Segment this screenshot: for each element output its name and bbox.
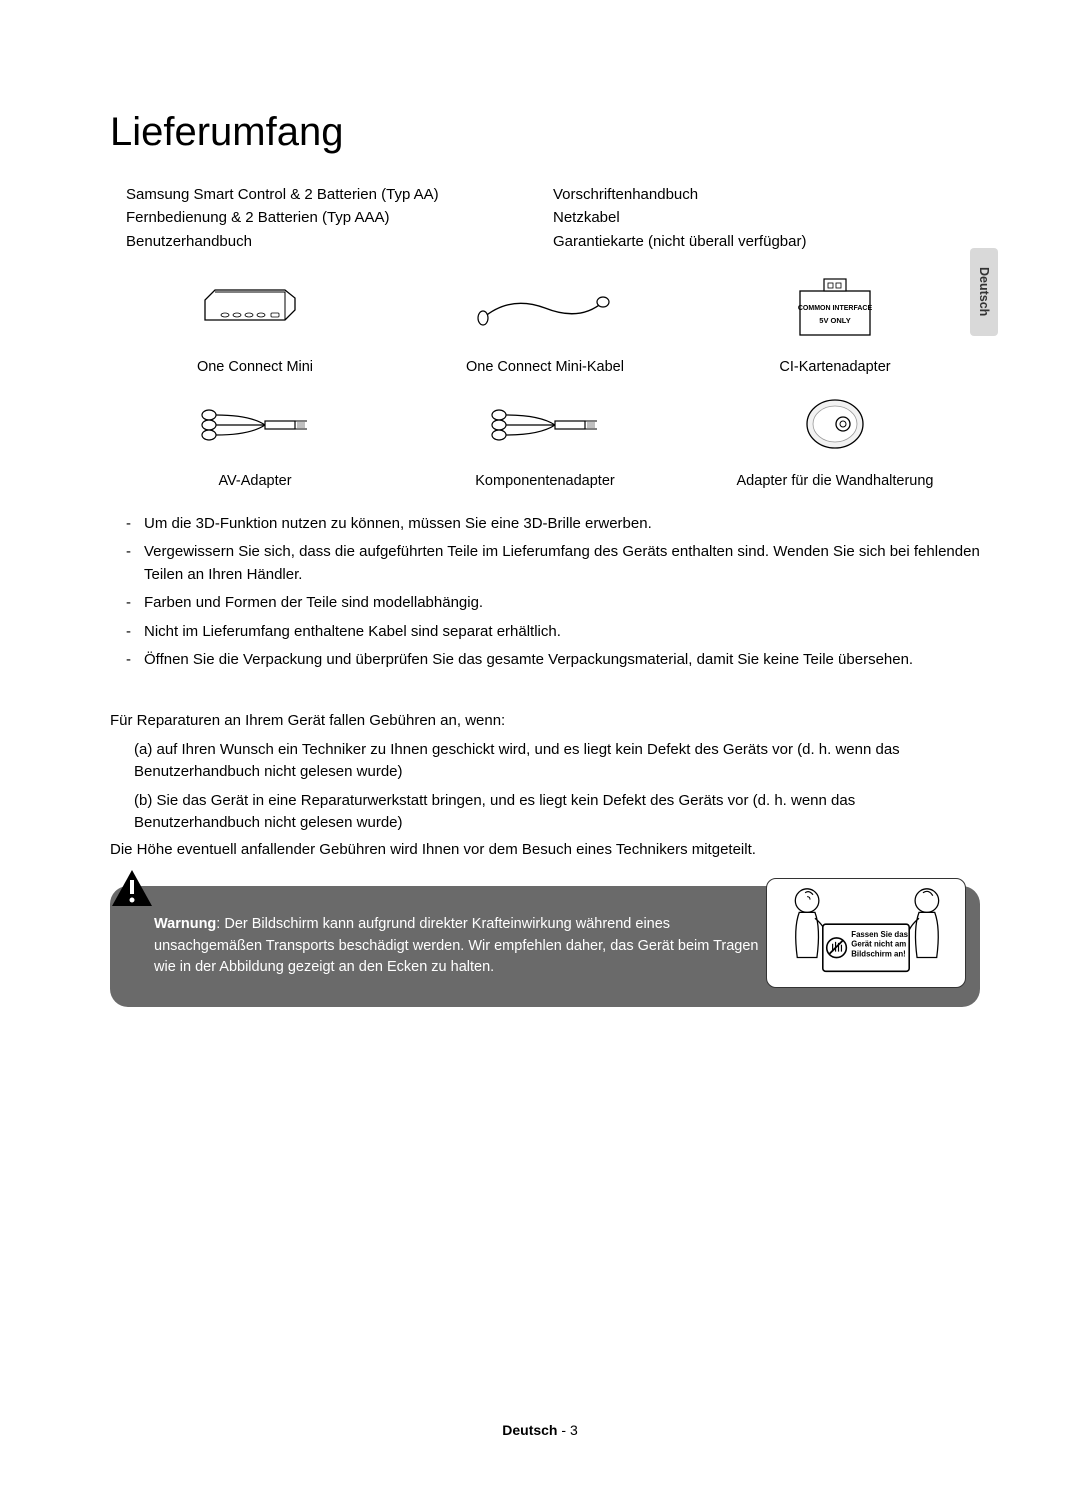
svg-text:Bildschirm an!: Bildschirm an! [851, 949, 905, 958]
language-tab: Deutsch [970, 248, 998, 336]
repair-footer: Die Höhe eventuell anfallender Gebühren … [110, 841, 980, 858]
warning-label: Warnung [154, 916, 216, 932]
accessory-caption: AV-Adapter [110, 473, 400, 489]
ci-adapter-icon: COMMON INTERFACE 5V ONLY [690, 271, 980, 349]
list-item: Garantiekarte (nicht überall verfügbar) [553, 230, 980, 253]
list-item: Samsung Smart Control & 2 Batterien (Typ… [126, 183, 553, 206]
carry-illustration: Fassen Sie das Gerät nicht am Bildschirm… [766, 878, 966, 988]
component-adapter-icon [400, 385, 690, 463]
wall-mount-adapter-icon [690, 385, 980, 463]
accessories-row: One Connect Mini One Connect Mini-Kabel [110, 271, 980, 375]
accessory-caption: One Connect Mini [110, 359, 400, 375]
list-item: Öffnen Sie die Verpackung und überprüfen… [126, 649, 980, 672]
warning-text: Warnung: Der Bildschirm kann aufgrund di… [154, 914, 770, 979]
list-item: Nicht im Lieferumfang enthaltene Kabel s… [126, 621, 980, 644]
list-item: Um die 3D-Funktion nutzen zu können, müs… [126, 513, 980, 536]
footer-sep: - [557, 1422, 569, 1438]
svg-text:Fassen Sie das: Fassen Sie das [851, 930, 908, 939]
accessory-caption: CI-Kartenadapter [690, 359, 980, 375]
warning-body: : Der Bildschirm kann aufgrund direkter … [154, 916, 759, 976]
svg-text:COMMON INTERFACE: COMMON INTERFACE [798, 305, 873, 312]
footer-language: Deutsch [502, 1422, 557, 1438]
cable-icon [400, 271, 690, 349]
list-item: Netzkabel [553, 206, 980, 229]
repair-case-a: (a) auf Ihren Wunsch ein Techniker zu Ih… [134, 739, 980, 784]
warning-box: Warnung: Der Bildschirm kann aufgrund di… [110, 886, 980, 1007]
svg-text:Gerät nicht am: Gerät nicht am [851, 939, 906, 948]
list-item: Vergewissern Sie sich, dass die aufgefüh… [126, 541, 980, 586]
accessory-caption: Adapter für die Wandhalterung [690, 473, 980, 489]
repair-intro: Für Reparaturen an Ihrem Gerät fallen Ge… [110, 712, 980, 729]
accessory-cell: AV-Adapter [110, 385, 400, 489]
accessory-cell: Adapter für die Wandhalterung [690, 385, 980, 489]
list-item: Farben und Formen der Teile sind modella… [126, 592, 980, 615]
accessory-caption: One Connect Mini-Kabel [400, 359, 690, 375]
one-connect-mini-icon [110, 271, 400, 349]
accessory-cell: Komponentenadapter [400, 385, 690, 489]
page-footer: Deutsch - 3 [0, 1422, 1080, 1438]
list-item: Fernbedienung & 2 Batterien (Typ AAA) [126, 206, 553, 229]
repair-case-b: (b) Sie das Gerät in eine Reparaturwerks… [134, 790, 980, 835]
av-adapter-icon [110, 385, 400, 463]
accessory-caption: Komponentenadapter [400, 473, 690, 489]
notes-list: Um die 3D-Funktion nutzen zu können, müs… [126, 513, 980, 672]
page-title: Lieferumfang [110, 110, 980, 155]
footer-page-number: 3 [570, 1422, 578, 1438]
list-item: Benutzerhandbuch [126, 230, 553, 253]
language-tab-label: Deutsch [977, 267, 991, 316]
included-items-list: Samsung Smart Control & 2 Batterien (Typ… [126, 183, 980, 253]
svg-text:5V ONLY: 5V ONLY [819, 316, 850, 325]
accessory-cell: One Connect Mini [110, 271, 400, 375]
accessory-cell: COMMON INTERFACE 5V ONLY CI-Kartenadapte… [690, 271, 980, 375]
accessories-row: AV-Adapter Komponentenadapter [110, 385, 980, 489]
list-item: Vorschriftenhandbuch [553, 183, 980, 206]
warning-triangle-icon [110, 868, 154, 908]
accessory-cell: One Connect Mini-Kabel [400, 271, 690, 375]
